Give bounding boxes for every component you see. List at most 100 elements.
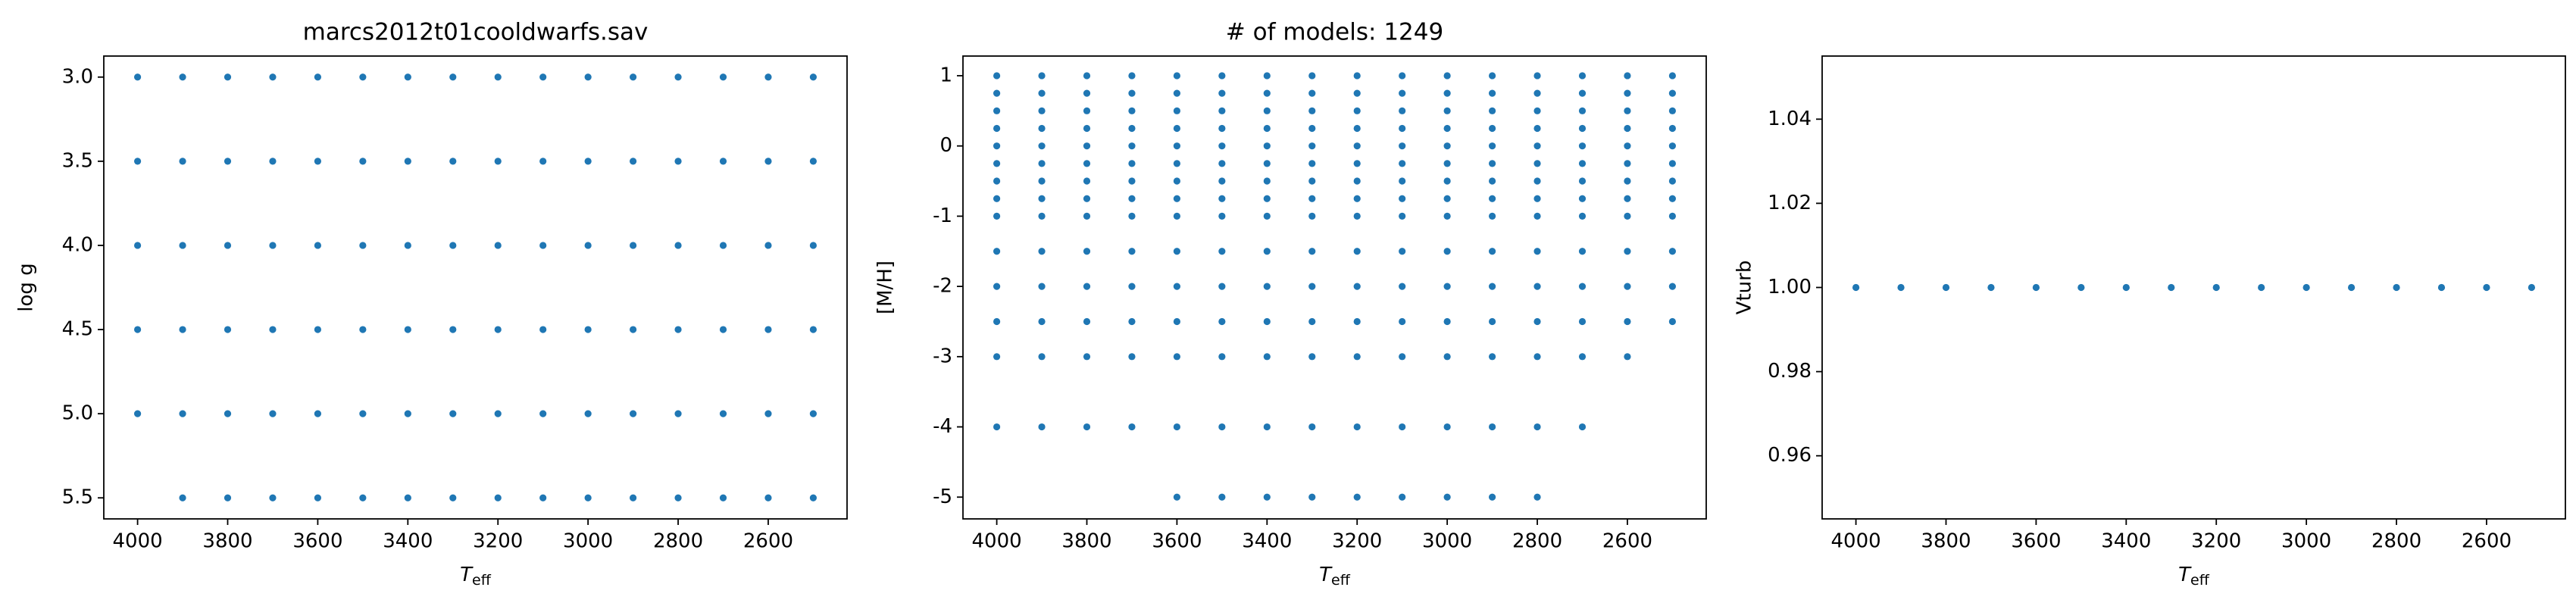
point <box>764 494 772 501</box>
point <box>1128 89 1136 97</box>
point <box>133 73 142 81</box>
x-tick-label: 3400 <box>1242 530 1292 553</box>
point <box>1173 283 1181 290</box>
point <box>1533 177 1541 185</box>
point <box>1668 283 1677 290</box>
point <box>1624 317 1631 326</box>
point <box>1353 124 1361 133</box>
y-axis-label: log g <box>15 263 38 311</box>
point <box>584 326 592 333</box>
point <box>269 73 277 81</box>
point <box>719 326 727 333</box>
point <box>1668 124 1677 133</box>
point <box>1173 317 1181 326</box>
point <box>1488 177 1496 185</box>
point <box>2483 283 2490 292</box>
point <box>1624 107 1631 114</box>
point <box>179 410 186 417</box>
x-tick-label: 4000 <box>972 530 1022 553</box>
point <box>674 326 682 333</box>
point <box>1488 493 1496 501</box>
point <box>359 242 367 249</box>
point <box>1399 493 1406 501</box>
point <box>1624 124 1631 133</box>
x-axis-label-sub: eff <box>1331 572 1351 589</box>
point <box>584 158 592 165</box>
point <box>764 242 772 249</box>
point <box>2347 283 2356 292</box>
point <box>1218 212 1226 220</box>
point <box>1443 212 1451 220</box>
point <box>1128 248 1136 255</box>
chart-title: marcs2012t01cooldwarfs.sav <box>303 19 649 46</box>
point <box>1399 160 1406 167</box>
point <box>1624 142 1631 150</box>
point <box>1353 89 1361 97</box>
point <box>1308 493 1316 501</box>
point <box>993 212 1001 220</box>
point <box>1038 142 1046 150</box>
point <box>1488 283 1496 290</box>
point <box>674 73 682 81</box>
point <box>764 326 772 333</box>
point <box>224 326 232 333</box>
point <box>1399 89 1406 97</box>
x-axis-label: Teff <box>460 564 492 589</box>
point <box>1128 195 1136 202</box>
y-tick-label: -4 <box>933 415 952 438</box>
point <box>809 158 818 165</box>
point <box>629 326 637 333</box>
point <box>1668 212 1677 220</box>
point <box>1308 353 1316 361</box>
x-tick-label: 3000 <box>1422 530 1472 553</box>
point <box>1443 423 1451 431</box>
point <box>629 242 637 249</box>
point <box>1852 283 1860 292</box>
point <box>1578 160 1587 167</box>
point <box>133 158 142 165</box>
point <box>1353 423 1361 431</box>
point <box>1128 283 1136 290</box>
chart-title: # of models: 1249 <box>1226 19 1443 46</box>
point <box>993 124 1001 133</box>
point <box>1399 107 1406 114</box>
y-tick-label: 1.04 <box>1768 108 1812 130</box>
x-tick-label: 3200 <box>473 530 523 553</box>
point <box>1353 212 1361 220</box>
y-tick-label: 0 <box>939 134 952 157</box>
point <box>809 73 818 81</box>
point <box>133 242 142 249</box>
point <box>224 494 232 501</box>
point <box>539 410 547 417</box>
point <box>1308 317 1316 326</box>
point <box>2212 283 2220 292</box>
point <box>1173 195 1181 202</box>
point <box>1353 195 1361 202</box>
x-tick-label: 2800 <box>653 530 703 553</box>
point <box>1128 317 1136 326</box>
point <box>1038 89 1046 97</box>
point <box>719 410 727 417</box>
point <box>1353 160 1361 167</box>
point <box>1128 107 1136 114</box>
point <box>674 242 682 249</box>
point <box>809 326 818 333</box>
point <box>1308 142 1316 150</box>
point <box>1399 195 1406 202</box>
point <box>1083 142 1091 150</box>
x-axis-label-main: T <box>1319 564 1333 586</box>
point <box>993 317 1001 326</box>
point <box>674 494 682 501</box>
point <box>314 410 322 417</box>
point <box>1353 283 1361 290</box>
point <box>1083 89 1091 97</box>
x-axis-label: Teff <box>2178 564 2210 589</box>
point <box>1263 248 1271 255</box>
point <box>539 73 547 81</box>
point <box>1353 317 1361 326</box>
point <box>2393 283 2400 292</box>
point <box>1353 248 1361 255</box>
point <box>1038 195 1046 202</box>
point <box>1624 283 1631 290</box>
point <box>1353 493 1361 501</box>
